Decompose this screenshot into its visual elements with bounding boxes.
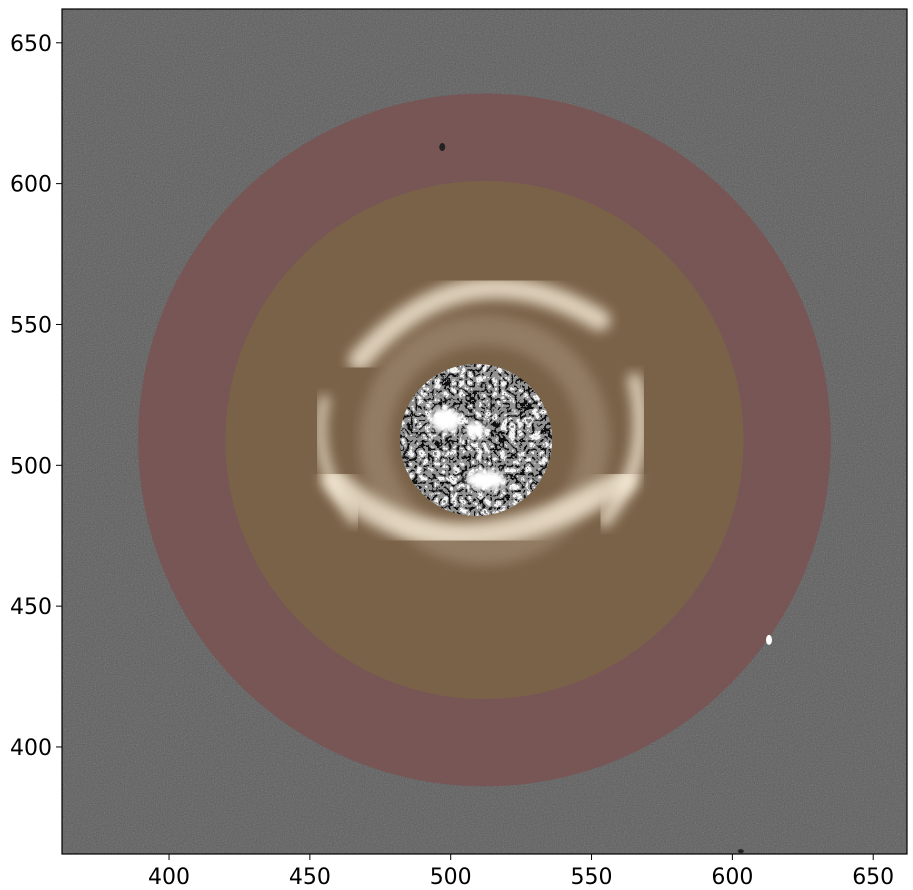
mask-bright-blob [466, 421, 487, 438]
y-axis: 400 450 500 550 600 650 [10, 32, 62, 761]
x-tick-label: 550 [571, 865, 613, 890]
mask-speckle [400, 363, 553, 516]
y-tick-label: 600 [10, 173, 52, 198]
spiral-arms [315, 276, 648, 565]
x-tick-label: 650 [852, 865, 894, 890]
point-source [765, 634, 772, 645]
right-spiral-arm [597, 372, 648, 527]
left-spiral-arm [315, 394, 360, 525]
y-tick-label: 650 [10, 32, 52, 57]
inner-halo-ring [359, 314, 610, 565]
upper-spiral-arm [348, 276, 611, 371]
x-tick-label: 500 [430, 865, 472, 890]
mask-bright-blob [466, 469, 507, 490]
point-source [737, 849, 744, 854]
y-tick-label: 400 [10, 736, 52, 761]
x-axis: 400 450 500 550 600 650 [148, 854, 894, 890]
image-area [62, 9, 907, 854]
axes-frame [61, 8, 908, 855]
x-tick-label: 450 [289, 865, 331, 890]
y-tick-label: 500 [10, 454, 52, 479]
point-source [439, 143, 446, 152]
y-tick-label: 450 [10, 595, 52, 620]
x-tick-label: 400 [148, 865, 190, 890]
x-tick-label: 600 [711, 865, 753, 890]
central-mask [400, 363, 553, 516]
bright-spots [439, 143, 772, 854]
y-tick-label: 550 [10, 313, 52, 338]
mask-bright-blob [430, 407, 463, 432]
